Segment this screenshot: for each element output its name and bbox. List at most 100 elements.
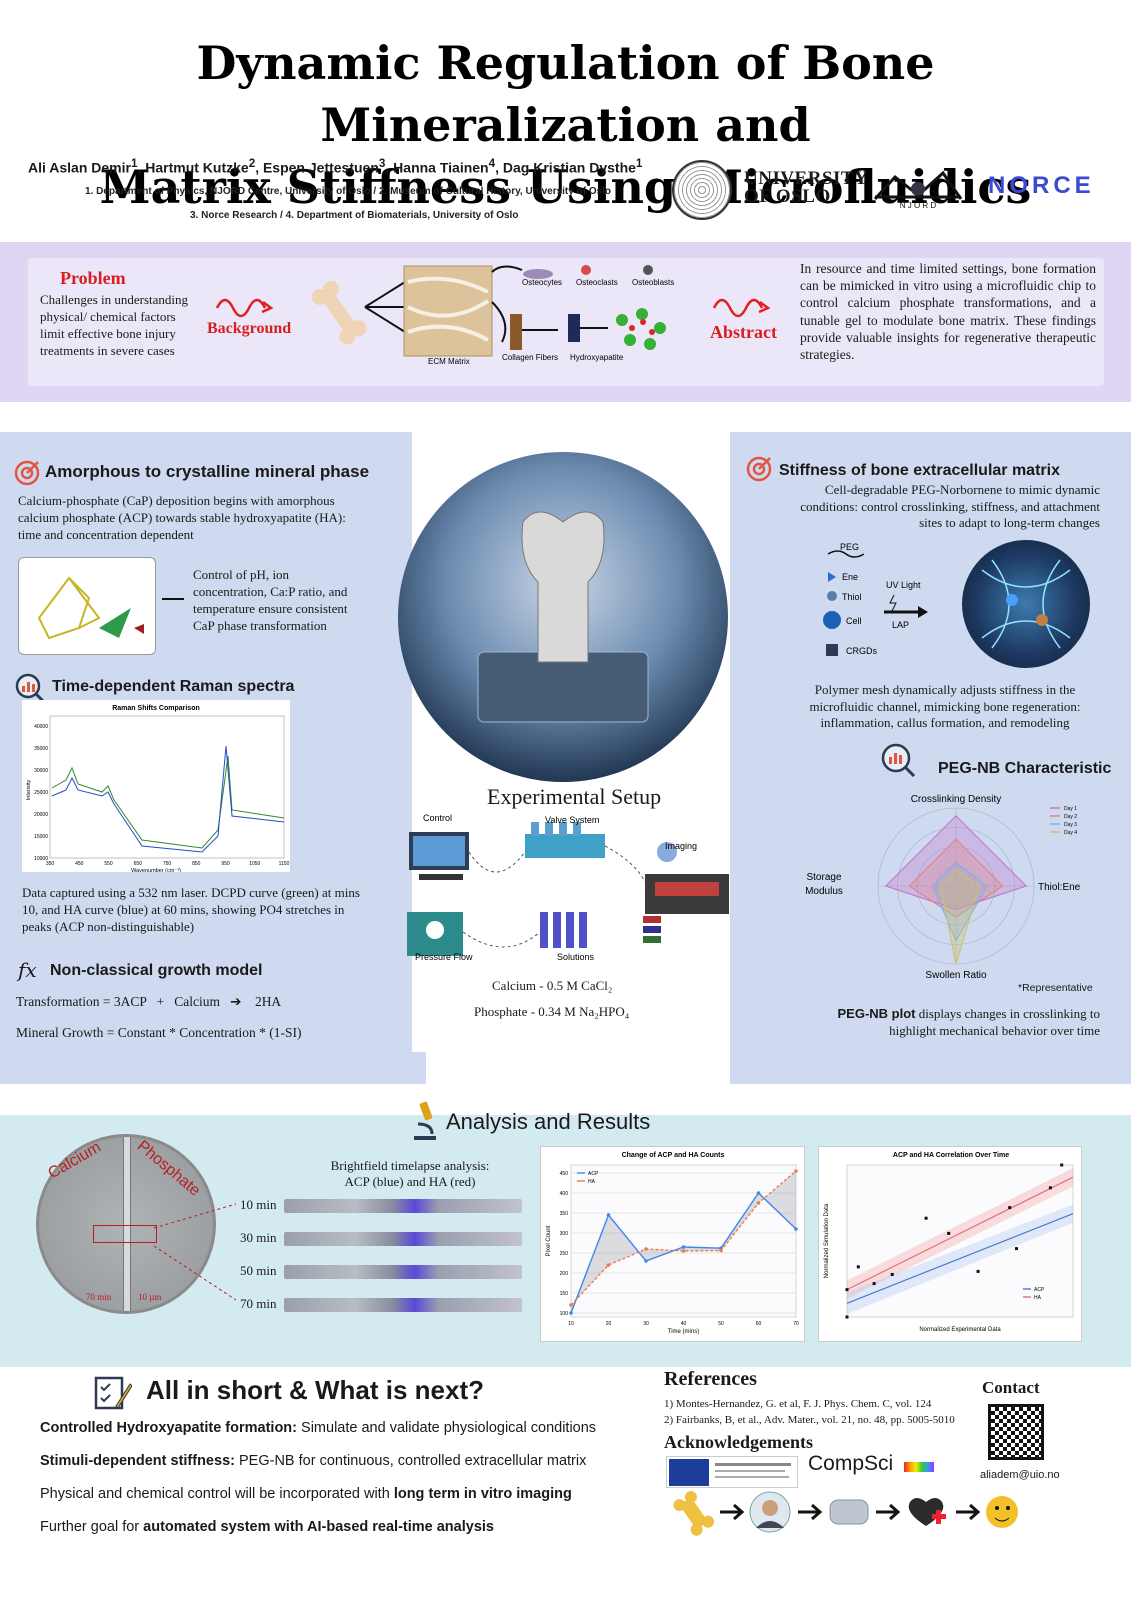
section-title-pegnb: PEG-NB Characteristic [938,760,1112,777]
title-line-2: Matrix Stiffness Using Microfluidics [99,160,1032,214]
data-point [794,1169,798,1173]
x-axis-label: Wavenumber (cm⁻¹) [131,868,181,872]
radar-series [939,869,980,965]
osteoblasts-label: Osteoblasts [632,278,674,287]
raman-chart: Raman Shifts Comparison 350 450 550 650 750 85… [22,700,290,874]
solutions-label: Solutions [557,952,595,962]
y-tick-label: 300 [560,1231,569,1237]
setup-title: Experimental Setup [487,784,662,809]
data-point [890,1272,894,1276]
arrow-line [162,598,184,600]
y-tick-label: 25000 [34,790,48,796]
legend-label: ACP [588,1171,599,1177]
y-tick-label: 200 [560,1271,569,1277]
brightfield-caption: Brightfield timelapse analysis: ACP (blu… [330,1158,490,1189]
data-point [872,1282,876,1286]
njord-logo: N J O R D [873,165,963,210]
x-tick-label: 850 [192,861,201,867]
summary-item: Physical and chemical control will be in… [40,1486,572,1502]
background-label: Background [207,320,292,337]
y-tick-label: 40000 [34,724,48,730]
y-axis-label: Normalized Simulation Data [824,1203,830,1278]
time-scale-label: 70 min [86,1292,112,1302]
y-tick-label: 30000 [34,768,48,774]
data-point [1008,1206,1012,1210]
radar-axis-label: Crosslinking Density [911,794,1002,805]
equation-1: Transformation = 3ACP + Calcium ➔ 2HA [16,994,282,1009]
future-workflow [672,1488,1092,1536]
contact-title: Contact [982,1378,1040,1397]
mesh-text: Polymer mesh dynamically adjusts stiffne… [809,682,1081,730]
abstract-text: In resource and time limited settings, b… [800,261,1096,363]
data-point [606,1263,611,1267]
data-point [1060,1163,1064,1167]
plot-frame [846,1164,1074,1318]
reference-item: 2) Fairbanks, B, et al., Adv. Mater., vo… [664,1414,955,1426]
radar-axis-label: Thiol:Ene [1038,882,1081,893]
compsci-rainbow [904,1462,934,1472]
confidence-band-acp [847,1204,1073,1314]
y-tick-label: 250 [560,1251,569,1257]
crystal-image [18,557,156,655]
microscope-image [36,1134,216,1314]
scale-bar-label: 10 µm [138,1292,162,1302]
x-tick-label: 650 [134,861,143,867]
radar-chart: Day 1 Day 2 Day 3 Day 4 Crosslinking Density… [805,786,1106,996]
author-name: Ali Aslan Demir [28,159,131,176]
cell-label: Cell [846,616,862,626]
fit-line-ha [846,1176,1074,1291]
collagen-label: Collagen Fibers [502,353,558,362]
correlation-chart: ACP and HA Correlation Over Time Normaliz… [818,1146,1082,1342]
x-tick-label: 40 [681,1321,687,1327]
qr-code[interactable] [988,1404,1044,1460]
x-tick-label: 50 [718,1321,724,1327]
plot-frame [49,715,285,859]
author-name: Espen Jettestuen [262,159,379,176]
stiffness-text: Cell-degradable PEG-Norbornene to mimic … [800,482,1100,530]
x-tick-label: 1050 [249,861,260,867]
data-point [606,1213,611,1217]
legend-label: ACP [1034,1287,1045,1293]
njord-text: N J O R D [900,201,937,209]
counts-chart: Change of ACP and HA Counts 100 150 200 250 3… [540,1146,805,1342]
setup-diagram: Control Valve System Imaging Pressure Fl… [407,813,729,962]
hydroxyapatite-label: Hydroxyapatite [570,353,624,362]
legend-label: Day 1 [1064,806,1077,812]
x-axis-label: Time (mins) [668,1329,699,1335]
x-tick-label: 750 [163,861,172,867]
data-point [947,1231,951,1235]
bone-structure-diagram: Osteocytes Osteoclasts Osteoblasts ECM M… [364,265,674,366]
x-tick-label: 450 [75,861,84,867]
data-point [756,1191,761,1195]
lap-label: LAP [892,620,909,630]
author-name: Hartmut Kutzke [145,159,249,176]
control-label: Control [423,813,452,823]
legend-label: HA [1034,1295,1042,1301]
x-tick-label: 550 [104,861,113,867]
x-axis-label: Normalized Experimental Data [919,1327,1001,1333]
calcium-concentration: Calcium - 0.5 M CaCl₂ [492,978,613,993]
y-axis-label: Intensity [26,780,32,801]
data-point [681,1245,686,1249]
contact-email[interactable]: aliadem@uio.no [980,1469,1060,1481]
legend-label: Day 2 [1064,814,1077,820]
equation-2: Mineral Growth = Constant * Concentratio… [16,1025,302,1040]
timelapse-label: 30 min [240,1230,277,1245]
data-point [681,1249,686,1253]
thiol-label: Thiol [842,592,862,602]
section-title-growth: Non-classical growth model [50,962,263,979]
pressure-label: Pressure Flow [415,952,473,962]
data-point [756,1201,761,1205]
x-tick-label: 1150 [279,861,290,867]
uio-logo: UNIVERSITY OF OSLO [744,168,869,207]
x-tick-label: 30 [643,1321,649,1327]
function-icon: fx [18,958,37,982]
section-title-stiffness: Stiffness of bone extracellular matrix [779,462,1060,479]
author-name: Hanna Tiainen [393,159,489,176]
legend-label: HA [588,1179,596,1185]
radar-series [908,838,1004,918]
representative-note: *Representative [1018,982,1093,994]
bone-icon [311,280,367,344]
y-tick-label: 450 [560,1171,569,1177]
y-axis-label: Pixel Count [546,1225,552,1256]
